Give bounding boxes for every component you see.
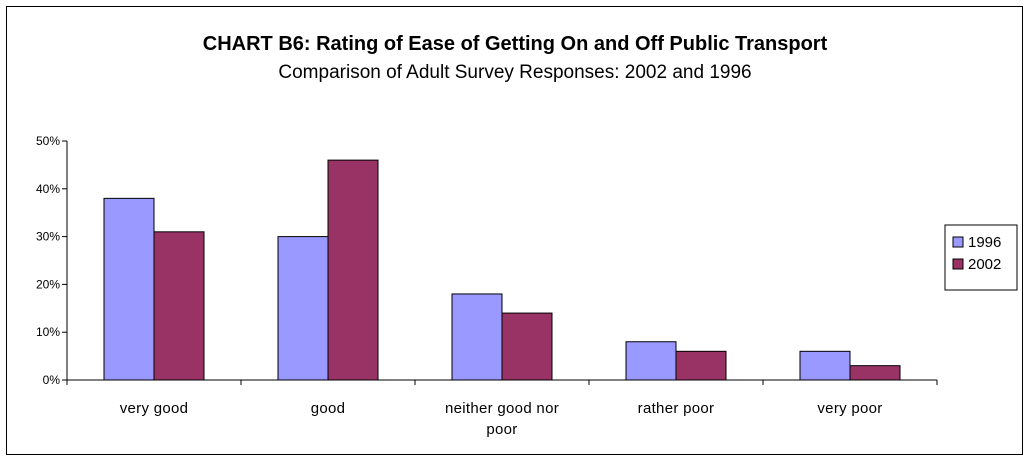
x-category-label: neither good nor <box>445 400 559 417</box>
bar-1996-rather-poor <box>625 341 677 381</box>
legend-swatch-2002 <box>952 258 964 270</box>
y-tick-label: 0% <box>43 373 61 387</box>
x-category-label: very poor <box>817 400 882 417</box>
x-category-label: good <box>311 400 346 417</box>
bar-2002-good <box>327 159 379 381</box>
chart-title: CHART B6: Rating of Ease of Getting On a… <box>203 33 828 55</box>
bar-2002-rather-poor <box>675 350 727 381</box>
bar-1996-very-poor <box>799 350 851 381</box>
y-tick-label: 50% <box>36 134 60 148</box>
legend-swatch-1996 <box>952 236 964 248</box>
y-tick-label: 20% <box>36 277 60 291</box>
legend-label-1996: 1996 <box>968 234 1001 251</box>
y-tick-label: 40% <box>36 182 60 196</box>
bar-2002-neither-good-nor-poor <box>501 312 553 381</box>
bar-1996-very-good <box>103 197 155 381</box>
chart-subtitle: Comparison of Adult Survey Responses: 20… <box>278 62 751 83</box>
bar-1996-neither-good-nor-poor <box>451 293 503 381</box>
x-category-label: rather poor <box>638 400 715 417</box>
bar-1996-good <box>277 236 329 381</box>
bar-2002-very-poor <box>849 365 901 381</box>
bar-2002-very-good <box>153 231 205 381</box>
bars <box>103 159 901 381</box>
x-category-label: very good <box>120 400 189 417</box>
x-category-label: poor <box>486 421 517 438</box>
legend-label-2002: 2002 <box>968 256 1001 273</box>
x-axis: very good good neither good nor poor rather … <box>66 379 938 438</box>
y-tick-label: 10% <box>36 325 60 339</box>
legend-box <box>944 224 1018 291</box>
y-axis: 0% 10% 20% 30% 40% 50% <box>36 134 68 387</box>
y-tick-label: 30% <box>36 230 60 244</box>
legend: 1996 2002 <box>944 224 1018 291</box>
